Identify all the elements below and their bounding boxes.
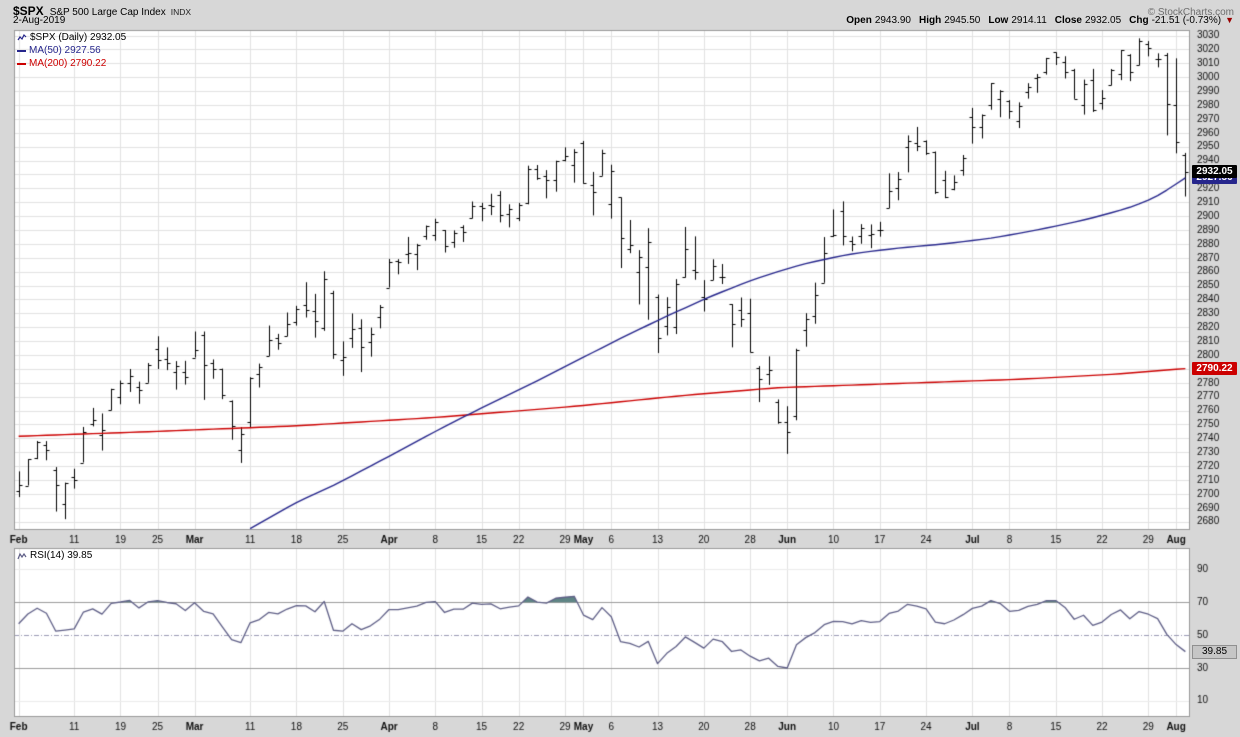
symbol: $SPX xyxy=(13,4,44,18)
copyright-link[interactable]: © StockCharts.com xyxy=(1147,7,1234,18)
symbol-block: $SPX S&P 500 Large Cap Index INDX xyxy=(13,2,191,20)
chart-header-row1: $SPX S&P 500 Large Cap Index INDX © StockC… xyxy=(13,2,1234,20)
rsi-chart-canvas xyxy=(0,546,1240,737)
series-legend-label: $SPX (Daily) 2932.05 xyxy=(30,32,127,43)
ma200-swatch xyxy=(17,62,26,65)
down-arrow-icon: ▼ xyxy=(1225,15,1234,25)
low-label: Low xyxy=(988,15,1009,26)
last-price-tag: 2932.05 xyxy=(1192,165,1237,179)
close-value: 2932.05 xyxy=(1084,15,1122,26)
rsi-legend-row: RSI(14) 39.85 xyxy=(17,549,92,562)
rsi-legend-label: RSI(14) 39.85 xyxy=(30,550,93,561)
price-chart-legend: $SPX (Daily) 2932.05 MA(50) 2927.56 MA(2… xyxy=(17,31,126,70)
ma200-legend-label: MA(200) 2790.22 xyxy=(29,58,107,69)
open-label: Open xyxy=(846,15,872,26)
ma50-legend-row: MA(50) 2927.56 xyxy=(17,44,126,57)
close-label: Close xyxy=(1054,15,1082,26)
price-chart-canvas xyxy=(0,28,1240,546)
price-series-icon xyxy=(17,33,27,40)
ma50-swatch xyxy=(17,49,26,52)
price-chart-panel: $SPX (Daily) 2932.05 MA(50) 2927.56 MA(2… xyxy=(0,28,1240,546)
symbol-name: S&P 500 Large Cap Index xyxy=(49,7,166,18)
chart-header-row2: 2-Aug-2019 Open 2943.90 High 2945.50 Low 2914… xyxy=(13,15,1234,26)
rsi-value-tag: 39.85 xyxy=(1192,644,1237,659)
chg-value: -21.51 (-0.73%) xyxy=(1151,15,1222,26)
high-label: High xyxy=(918,15,942,26)
quote-readout: Open 2943.90 High 2945.50 Low 2914.11 Close 293… xyxy=(838,15,1234,26)
series-legend-row: $SPX (Daily) 2932.05 xyxy=(17,31,126,44)
low-value: 2914.11 xyxy=(1011,15,1047,26)
ma200-legend-row: MA(200) 2790.22 xyxy=(17,57,126,70)
rsi-series-icon xyxy=(17,552,27,559)
chart-date: 2-Aug-2019 xyxy=(13,15,66,26)
rsi-panel: RSI(14) 39.85 39.85 xyxy=(0,546,1240,737)
rsi-legend: RSI(14) 39.85 xyxy=(17,549,92,562)
chg-label: Chg xyxy=(1129,15,1149,26)
ma200-price-tag: 2790.22 xyxy=(1192,362,1237,376)
exchange-tag: INDX xyxy=(170,7,192,17)
open-value: 2943.90 xyxy=(874,15,911,26)
ma50-legend-label: MA(50) 2927.56 xyxy=(29,45,101,56)
high-value: 2945.50 xyxy=(944,15,981,26)
